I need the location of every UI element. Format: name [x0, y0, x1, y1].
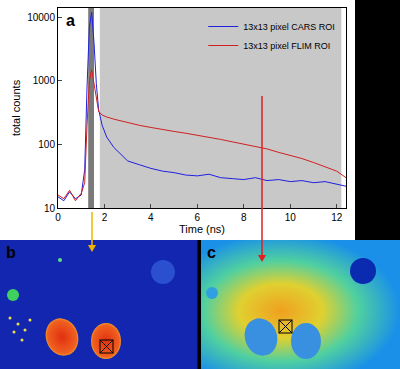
- svg-text:8: 8: [241, 212, 247, 223]
- svg-text:c: c: [207, 244, 216, 261]
- svg-text:10: 10: [285, 212, 297, 223]
- svg-text:4: 4: [148, 212, 154, 223]
- svg-text:6: 6: [195, 212, 201, 223]
- svg-text:13x13 pixel CARS ROI: 13x13 pixel CARS ROI: [243, 22, 335, 32]
- svg-text:1000: 1000: [33, 75, 56, 86]
- svg-text:10000: 10000: [27, 12, 55, 23]
- svg-text:0: 0: [55, 212, 61, 223]
- svg-text:Time (ns): Time (ns): [179, 223, 225, 235]
- svg-text:a: a: [66, 12, 75, 29]
- svg-text:2: 2: [102, 212, 108, 223]
- svg-text:13x13 pixel FLIM ROI: 13x13 pixel FLIM ROI: [243, 41, 330, 51]
- svg-text:10: 10: [44, 203, 56, 214]
- svg-text:100: 100: [38, 139, 55, 150]
- svg-text:12: 12: [331, 212, 343, 223]
- svg-text:b: b: [6, 244, 16, 261]
- svg-text:total counts: total counts: [10, 79, 22, 136]
